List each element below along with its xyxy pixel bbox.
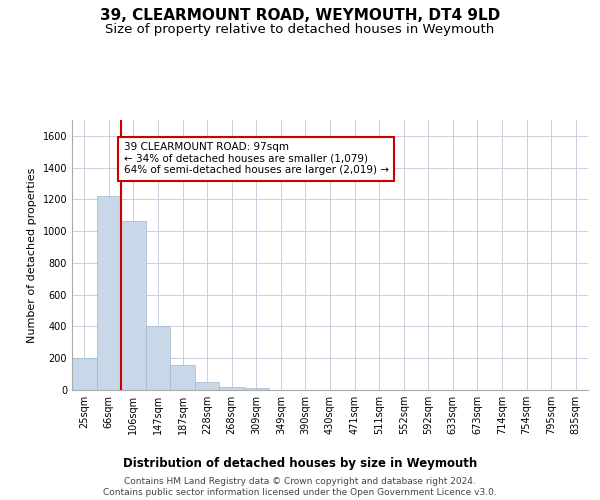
Y-axis label: Number of detached properties: Number of detached properties — [27, 168, 37, 342]
Text: Distribution of detached houses by size in Weymouth: Distribution of detached houses by size … — [123, 458, 477, 470]
Text: Size of property relative to detached houses in Weymouth: Size of property relative to detached ho… — [106, 22, 494, 36]
Bar — [97, 196, 121, 390]
Text: 39 CLEARMOUNT ROAD: 97sqm
← 34% of detached houses are smaller (1,079)
64% of se: 39 CLEARMOUNT ROAD: 97sqm ← 34% of detac… — [124, 142, 389, 176]
Bar — [121, 221, 146, 390]
Bar — [195, 382, 220, 390]
Bar — [146, 326, 170, 390]
Bar — [220, 387, 244, 390]
Bar — [244, 388, 269, 390]
Bar — [72, 358, 97, 390]
Bar — [170, 364, 195, 390]
Text: Contains HM Land Registry data © Crown copyright and database right 2024.
Contai: Contains HM Land Registry data © Crown c… — [103, 478, 497, 497]
Text: 39, CLEARMOUNT ROAD, WEYMOUTH, DT4 9LD: 39, CLEARMOUNT ROAD, WEYMOUTH, DT4 9LD — [100, 8, 500, 22]
